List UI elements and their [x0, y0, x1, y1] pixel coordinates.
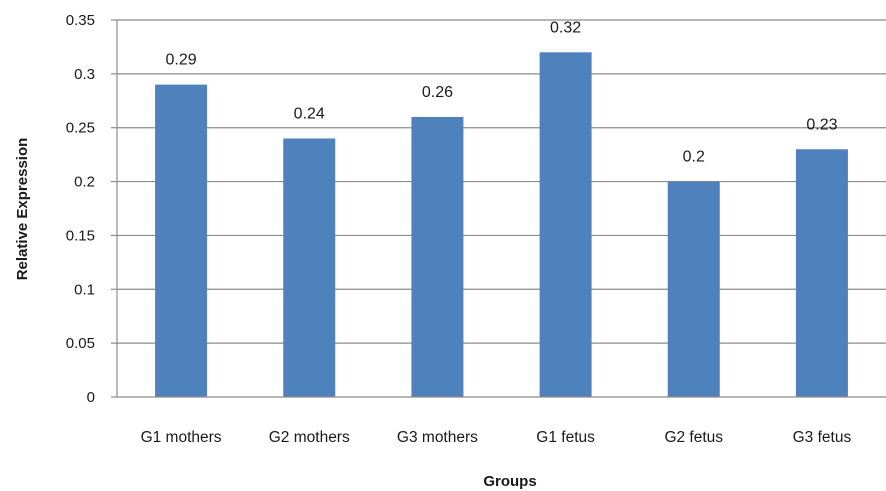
x-tick-label: G2 mothers [269, 429, 350, 446]
data-label: 0.26 [422, 84, 453, 101]
x-tick-label: G2 fetus [664, 429, 723, 446]
bar-1 [283, 138, 336, 397]
x-axis-title: Groups [483, 473, 536, 490]
y-tick-label: 0 [87, 389, 95, 406]
y-tick-label: 0.25 [66, 120, 95, 137]
x-tick-label: G3 fetus [793, 429, 852, 446]
y-tick-label: 0.3 [74, 66, 95, 83]
y-tick-label: 0.35 [66, 12, 95, 29]
data-label: 0.24 [294, 105, 325, 122]
x-tick-label: G1 fetus [536, 429, 595, 446]
bar-2 [411, 116, 464, 397]
bar-5 [795, 149, 848, 397]
x-tick-label: G1 mothers [141, 429, 222, 446]
bar-4 [667, 181, 720, 397]
data-label: 0.29 [166, 52, 197, 69]
data-label: 0.32 [550, 19, 581, 36]
y-tick-label: 0.2 [74, 174, 95, 191]
x-tick-label: G3 mothers [397, 429, 478, 446]
data-label: 0.23 [806, 116, 837, 133]
labels: 0 0.05 0.1 0.15 0.2 0.25 0.3 0.35 0.29 G1 mothers… [66, 12, 852, 446]
bar-3 [539, 52, 592, 398]
y-tick-label: 0.15 [66, 227, 95, 244]
axes [111, 19, 886, 398]
y-tick-label: 0.05 [66, 335, 95, 352]
gridlines [117, 19, 886, 344]
bars [155, 52, 848, 398]
data-label: 0.2 [683, 149, 705, 166]
bar-0 [155, 84, 208, 397]
y-axis-title: Relative Expression [14, 138, 31, 281]
y-tick-label: 0.1 [74, 281, 95, 298]
